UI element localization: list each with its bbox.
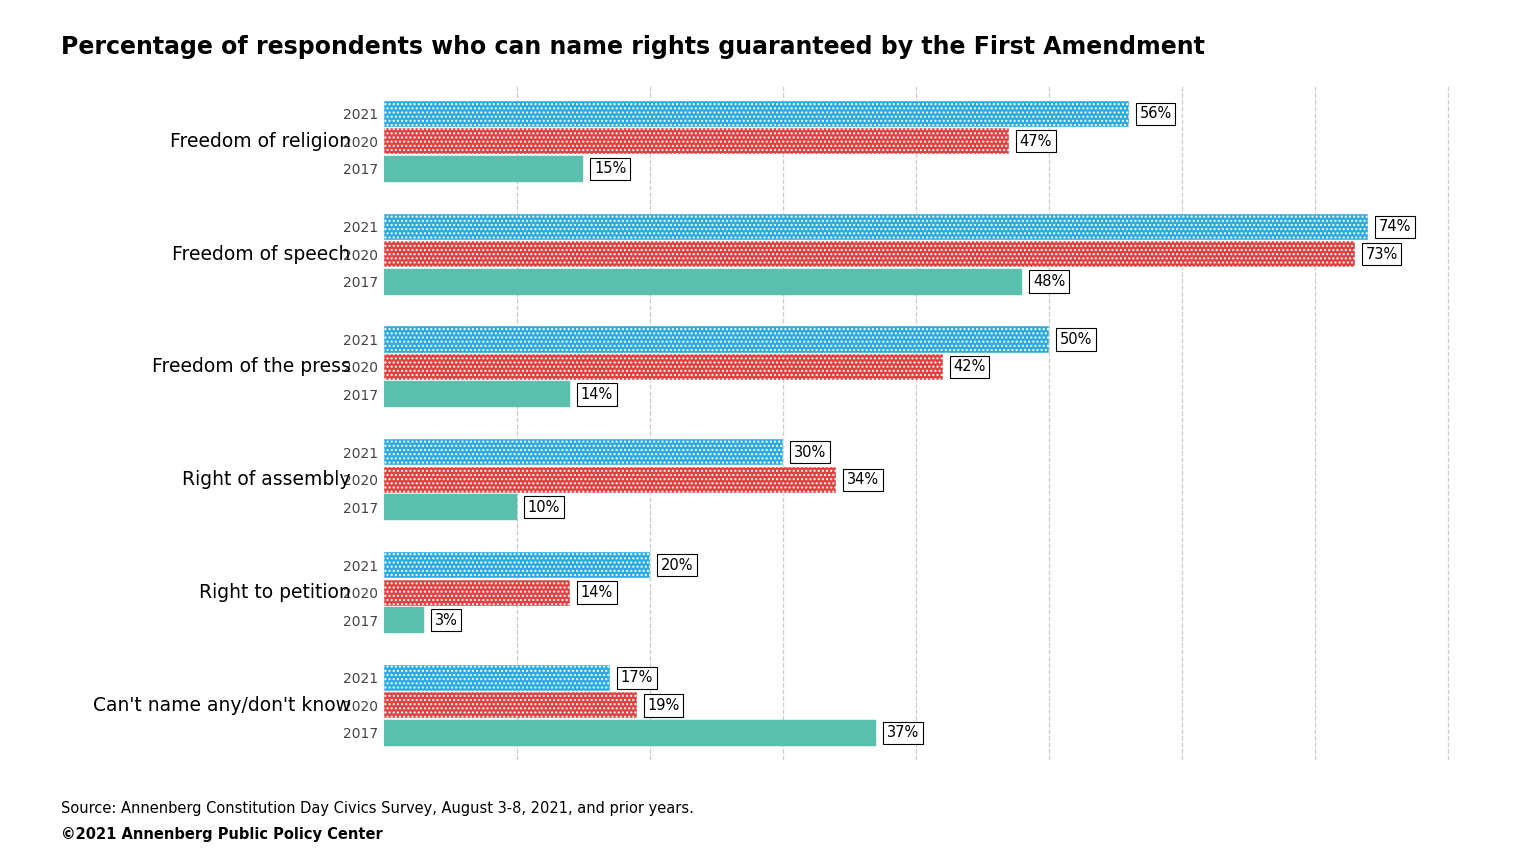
Bar	[384, 156, 584, 181]
Bar	[384, 665, 610, 691]
Text: 48%: 48%	[1034, 274, 1066, 289]
Bar	[384, 128, 1009, 155]
Text: Freedom of speech: Freedom of speech	[172, 245, 350, 264]
Bar	[384, 439, 783, 466]
Text: 42%: 42%	[954, 359, 986, 374]
Text: 73%: 73%	[1366, 246, 1398, 262]
Bar	[384, 241, 1355, 267]
Text: Percentage of respondents who can name rights guaranteed by the First Amendment: Percentage of respondents who can name r…	[61, 35, 1206, 59]
Text: 34%: 34%	[846, 473, 879, 487]
Bar	[384, 580, 570, 606]
Text: 3%: 3%	[435, 613, 458, 627]
Text: 30%: 30%	[794, 445, 826, 460]
Text: 10%: 10%	[528, 499, 561, 515]
Text: 20%: 20%	[660, 557, 693, 573]
Text: 56%: 56%	[1140, 106, 1172, 121]
Bar	[384, 692, 637, 719]
Bar	[384, 467, 836, 492]
Bar	[384, 354, 943, 380]
Bar	[384, 552, 650, 578]
Text: Source: Annenberg Constitution Day Civics Survey, August 3-8, 2021, and prior ye: Source: Annenberg Constitution Day Civic…	[61, 802, 694, 816]
Text: 15%: 15%	[594, 162, 627, 176]
Text: Freedom of the press: Freedom of the press	[152, 358, 350, 377]
Text: Freedom of religion: Freedom of religion	[170, 132, 350, 151]
Bar	[384, 607, 424, 633]
Bar	[384, 101, 1129, 127]
Bar	[384, 269, 1023, 295]
Bar	[384, 381, 570, 408]
Text: 74%: 74%	[1379, 219, 1412, 234]
Bar	[384, 213, 1369, 239]
Bar	[384, 327, 1049, 353]
Text: 47%: 47%	[1020, 134, 1052, 149]
Text: 50%: 50%	[1060, 332, 1092, 347]
Text: Right to petition: Right to petition	[200, 583, 350, 602]
Text: Right of assembly: Right of assembly	[183, 470, 350, 489]
Text: 17%: 17%	[621, 670, 653, 685]
Text: 14%: 14%	[581, 387, 613, 402]
Text: 14%: 14%	[581, 585, 613, 600]
Text: Can't name any/don't know: Can't name any/don't know	[92, 696, 350, 715]
Bar	[384, 494, 518, 520]
Text: 19%: 19%	[647, 698, 679, 713]
Text: ©2021 Annenberg Public Policy Center: ©2021 Annenberg Public Policy Center	[61, 828, 382, 842]
Text: 37%: 37%	[886, 726, 919, 740]
Bar	[384, 720, 876, 746]
